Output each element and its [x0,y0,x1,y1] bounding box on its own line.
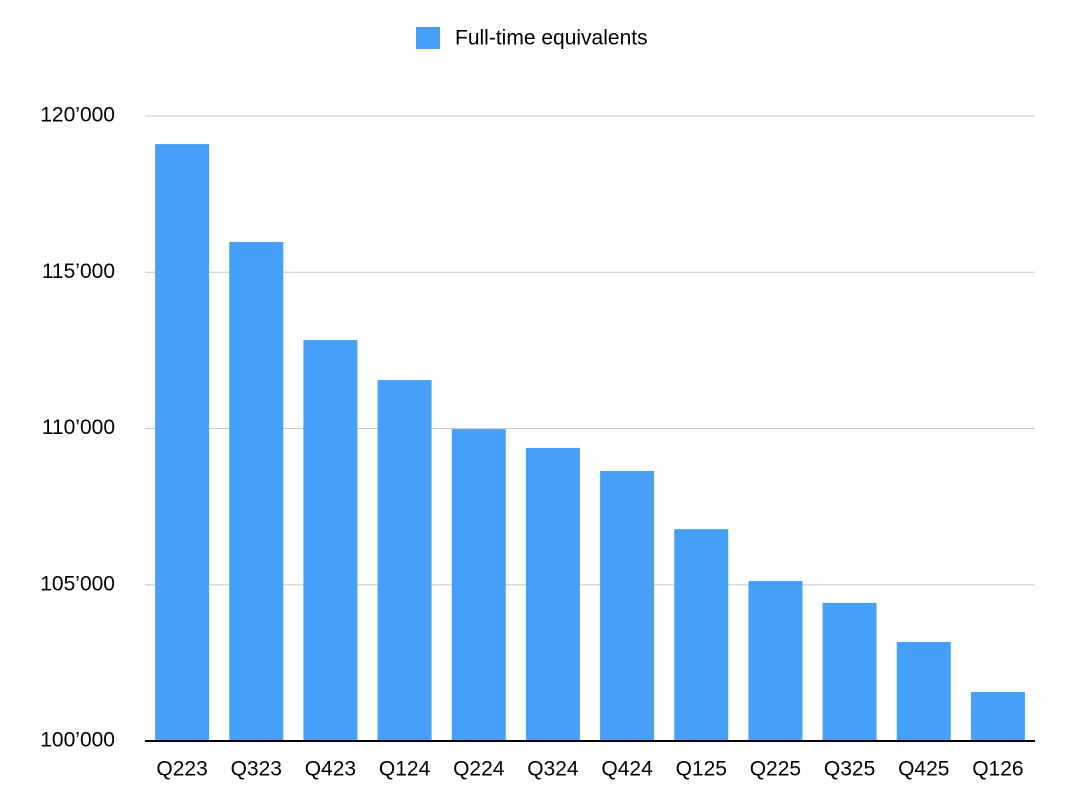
bar [525,447,580,741]
bar [155,144,210,741]
x-tick-label: Q323 [231,758,282,781]
x-tick-label: Q124 [379,758,431,781]
bar [748,581,803,741]
bar [377,380,432,741]
x-tick-label: Q225 [750,758,801,781]
x-tick-label: Q223 [156,758,207,781]
bar [896,641,951,741]
x-tick-label: Q425 [898,758,949,781]
legend-swatch [416,27,440,49]
y-tick-label: 105’000 [40,572,115,595]
bar [970,691,1025,741]
bar [822,602,877,741]
x-tick-label: Q126 [972,758,1023,781]
y-tick-label: 110’000 [42,416,115,439]
x-tick-label: Q325 [824,758,875,781]
x-tick-label: Q424 [601,758,653,781]
y-tick-label: 115’000 [42,260,115,283]
bar [674,529,729,741]
bar [451,429,506,741]
x-tick-label: Q224 [453,758,505,781]
x-tick-label: Q125 [676,758,727,781]
y-tick-label: 120’000 [40,104,115,127]
bar [600,471,655,741]
bar [303,340,358,741]
legend-label: Full-time equivalents [455,27,648,50]
x-tick-label: Q324 [527,758,579,781]
x-tick-label: Q423 [305,758,356,781]
y-tick-label: 100’000 [40,729,115,752]
bar [229,241,284,741]
